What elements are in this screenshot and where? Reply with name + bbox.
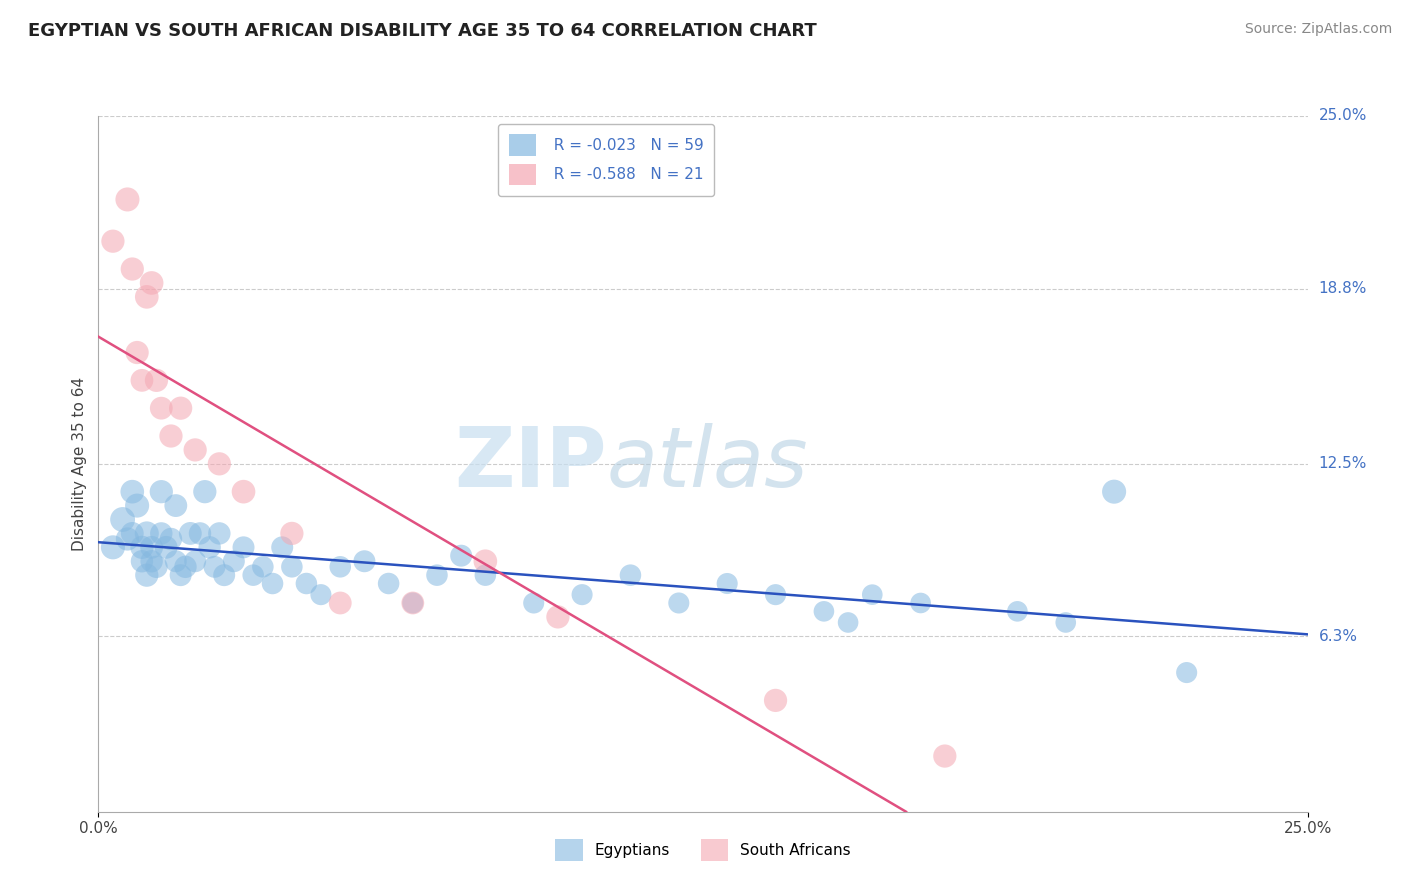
Point	[426, 568, 449, 582]
Text: ZIP: ZIP	[454, 424, 606, 504]
Point	[208, 457, 231, 471]
Text: 12.5%: 12.5%	[1319, 457, 1367, 471]
Point	[169, 401, 191, 416]
Point	[547, 610, 569, 624]
Point	[111, 512, 134, 526]
Point	[1007, 604, 1029, 618]
Point	[934, 749, 956, 764]
Point	[474, 568, 496, 582]
Point	[127, 499, 149, 513]
Point	[165, 554, 187, 568]
Point	[353, 554, 375, 568]
Point	[571, 588, 593, 602]
Text: 25.0%: 25.0%	[1319, 109, 1367, 123]
Point	[402, 596, 425, 610]
Point	[329, 559, 352, 574]
Point	[131, 541, 153, 555]
Point	[619, 568, 641, 582]
Point	[121, 526, 143, 541]
Point	[837, 615, 859, 630]
Point	[131, 373, 153, 387]
Point	[309, 588, 332, 602]
Point	[145, 559, 167, 574]
Point	[169, 568, 191, 582]
Point	[145, 373, 167, 387]
Point	[252, 559, 274, 574]
Point	[1102, 484, 1125, 499]
Point	[165, 499, 187, 513]
Text: EGYPTIAN VS SOUTH AFRICAN DISABILITY AGE 35 TO 64 CORRELATION CHART: EGYPTIAN VS SOUTH AFRICAN DISABILITY AGE…	[28, 22, 817, 40]
Point	[1054, 615, 1077, 630]
Point	[135, 568, 157, 582]
Point	[184, 442, 207, 457]
Point	[271, 541, 294, 555]
Point	[194, 484, 217, 499]
Y-axis label: Disability Age 35 to 64: Disability Age 35 to 64	[72, 376, 87, 551]
Point	[474, 554, 496, 568]
Point	[813, 604, 835, 618]
Text: Source: ZipAtlas.com: Source: ZipAtlas.com	[1244, 22, 1392, 37]
Point	[377, 576, 399, 591]
Point	[150, 526, 173, 541]
Point	[198, 541, 221, 555]
Point	[232, 484, 254, 499]
Point	[141, 541, 163, 555]
Point	[860, 588, 883, 602]
Point	[155, 541, 177, 555]
Point	[174, 559, 197, 574]
Text: 18.8%: 18.8%	[1319, 281, 1367, 296]
Point	[402, 596, 425, 610]
Point	[184, 554, 207, 568]
Legend: Egyptians, South Africans: Egyptians, South Africans	[548, 833, 858, 867]
Point	[160, 532, 183, 546]
Point	[117, 532, 139, 546]
Point	[141, 554, 163, 568]
Point	[262, 576, 284, 591]
Point	[329, 596, 352, 610]
Point	[121, 484, 143, 499]
Point	[765, 693, 787, 707]
Point	[910, 596, 932, 610]
Point	[127, 345, 149, 359]
Point	[716, 576, 738, 591]
Point	[135, 526, 157, 541]
Point	[131, 554, 153, 568]
Point	[101, 234, 124, 248]
Point	[523, 596, 546, 610]
Point	[212, 568, 235, 582]
Point	[179, 526, 201, 541]
Point	[117, 193, 139, 207]
Point	[1175, 665, 1198, 680]
Point	[222, 554, 245, 568]
Point	[281, 526, 304, 541]
Point	[121, 262, 143, 277]
Point	[204, 559, 226, 574]
Point	[135, 290, 157, 304]
Point	[232, 541, 254, 555]
Point	[101, 541, 124, 555]
Text: 6.3%: 6.3%	[1319, 629, 1358, 644]
Point	[208, 526, 231, 541]
Point	[160, 429, 183, 443]
Point	[668, 596, 690, 610]
Point	[150, 401, 173, 416]
Point	[188, 526, 211, 541]
Point	[295, 576, 318, 591]
Text: atlas: atlas	[606, 424, 808, 504]
Point	[765, 588, 787, 602]
Point	[242, 568, 264, 582]
Point	[141, 276, 163, 290]
Point	[150, 484, 173, 499]
Point	[281, 559, 304, 574]
Point	[450, 549, 472, 563]
